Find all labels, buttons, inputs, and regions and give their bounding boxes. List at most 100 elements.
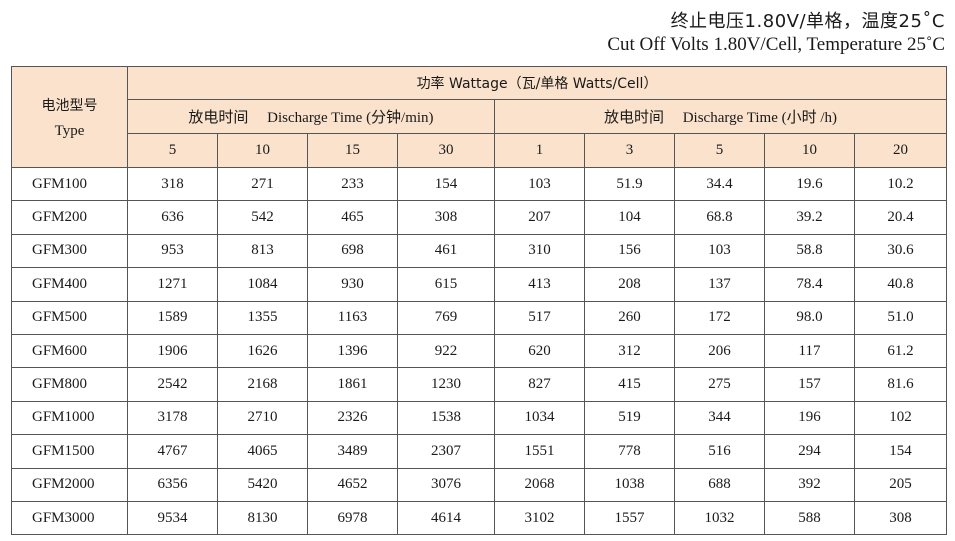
- value-cell: 318: [127, 166, 218, 202]
- value-cell: 98.0: [764, 300, 855, 335]
- value-cell: 1038: [584, 467, 675, 502]
- value-cell: 206: [674, 333, 765, 369]
- value-cell: 137: [674, 267, 765, 302]
- time-header: 10: [764, 133, 855, 168]
- value-cell: 40.8: [853, 267, 948, 302]
- value-cell: 1230: [397, 367, 495, 402]
- time-header: 30: [397, 133, 495, 168]
- table-body: GFM100 318 271 233 154 103 51.9 34.4 19.6 10.2 GFM…: [11, 166, 948, 536]
- group-header-h: 放电时间 Discharge Time (小时 /h): [493, 99, 948, 134]
- value-cell: 156: [584, 233, 675, 269]
- value-cell: 620: [494, 333, 585, 369]
- value-cell: 58.8: [764, 233, 855, 269]
- value-cell: 1906: [127, 333, 218, 369]
- value-cell: 930: [307, 267, 398, 302]
- value-cell: 1538: [397, 400, 495, 436]
- value-cell: 4652: [307, 467, 398, 502]
- value-cell: 1163: [307, 300, 398, 335]
- value-cell: 415: [584, 367, 675, 402]
- value-cell: 61.2: [853, 333, 948, 369]
- value-cell: 2307: [397, 434, 495, 469]
- value-cell: 310: [494, 233, 585, 269]
- value-cell: 3102: [494, 500, 585, 536]
- value-cell: 6356: [127, 467, 218, 502]
- value-cell: 1034: [494, 400, 585, 436]
- value-cell: 154: [853, 434, 948, 469]
- value-cell: 102: [853, 400, 948, 436]
- time-header: 5: [127, 133, 218, 168]
- value-cell: 10.2: [853, 166, 948, 202]
- value-cell: 19.6: [764, 166, 855, 202]
- value-cell: 78.4: [764, 267, 855, 302]
- value-cell: 636: [127, 200, 218, 235]
- value-cell: 34.4: [674, 166, 765, 202]
- model-cell: GFM800: [11, 367, 128, 402]
- type-header: 电池型号 Type: [11, 66, 128, 168]
- table-row: GFM400 1271 1084 930 615 413 208 137 78.4 40.8: [11, 267, 948, 302]
- value-cell: 344: [674, 400, 765, 436]
- value-cell: 1557: [584, 500, 675, 536]
- time-header: 3: [584, 133, 675, 168]
- value-cell: 1396: [307, 333, 398, 369]
- value-cell: 172: [674, 300, 765, 335]
- value-cell: 196: [764, 400, 855, 436]
- value-cell: 4065: [217, 434, 308, 469]
- value-cell: 465: [307, 200, 398, 235]
- time-header: 10: [217, 133, 308, 168]
- value-cell: 392: [764, 467, 855, 502]
- value-cell: 588: [764, 500, 855, 536]
- model-cell: GFM1000: [11, 400, 128, 436]
- value-cell: 260: [584, 300, 675, 335]
- time-header: 5: [674, 133, 765, 168]
- table-row: GFM800 2542 2168 1861 1230 827 415 275 157 81.6: [11, 367, 948, 402]
- table-row: GFM1000 3178 2710 2326 1538 1034 519 344 196 102: [11, 400, 948, 436]
- value-cell: 2710: [217, 400, 308, 436]
- model-cell: GFM400: [11, 267, 128, 302]
- value-cell: 519: [584, 400, 675, 436]
- model-cell: GFM2000: [11, 467, 128, 502]
- value-cell: 39.2: [764, 200, 855, 235]
- discharge-table: 电池型号 Type 功率 Wattage（瓦/单格 Watts/Cell） 放电…: [11, 66, 948, 536]
- value-cell: 208: [584, 267, 675, 302]
- value-cell: 103: [674, 233, 765, 269]
- value-cell: 312: [584, 333, 675, 369]
- value-cell: 813: [217, 233, 308, 269]
- type-header-en: Type: [54, 122, 85, 139]
- value-cell: 51.9: [584, 166, 675, 202]
- table-row: GFM1500 4767 4065 3489 2307 1551 778 516 294 154: [11, 434, 948, 469]
- time-header: 15: [307, 133, 398, 168]
- value-cell: 233: [307, 166, 398, 202]
- title-cn: 终止电压1.80V/单格，温度25˚C: [670, 11, 945, 32]
- value-cell: 413: [494, 267, 585, 302]
- table-row: GFM300 953 813 698 461 310 156 103 58.8 30.6: [11, 233, 948, 269]
- value-cell: 20.4: [853, 200, 948, 235]
- value-cell: 5420: [217, 467, 308, 502]
- table-row: GFM500 1589 1355 1163 769 517 260 172 98.0 51.0: [11, 300, 948, 335]
- value-cell: 461: [397, 233, 495, 269]
- title-en: Cut Off Volts 1.80V/Cell, Temperature 25…: [607, 34, 945, 55]
- model-cell: GFM1500: [11, 434, 128, 469]
- wattage-header: 功率 Wattage（瓦/单格 Watts/Cell）: [126, 66, 948, 100]
- table-row: GFM600 1906 1626 1396 922 620 312 206 117 61.2: [11, 333, 948, 369]
- model-cell: GFM500: [11, 300, 128, 335]
- value-cell: 4614: [397, 500, 495, 536]
- model-cell: GFM600: [11, 333, 128, 369]
- model-cell: GFM100: [11, 166, 128, 202]
- model-cell: GFM300: [11, 233, 128, 269]
- value-cell: 103: [494, 166, 585, 202]
- time-header: 1: [494, 133, 585, 168]
- value-cell: 615: [397, 267, 495, 302]
- value-cell: 154: [397, 166, 495, 202]
- value-cell: 8130: [217, 500, 308, 536]
- value-cell: 1355: [217, 300, 308, 335]
- value-cell: 308: [853, 500, 948, 536]
- value-cell: 1271: [127, 267, 218, 302]
- value-cell: 1626: [217, 333, 308, 369]
- value-cell: 3178: [127, 400, 218, 436]
- value-cell: 294: [764, 434, 855, 469]
- value-cell: 4767: [127, 434, 218, 469]
- value-cell: 9534: [127, 500, 218, 536]
- value-cell: 271: [217, 166, 308, 202]
- value-cell: 1084: [217, 267, 308, 302]
- value-cell: 2326: [307, 400, 398, 436]
